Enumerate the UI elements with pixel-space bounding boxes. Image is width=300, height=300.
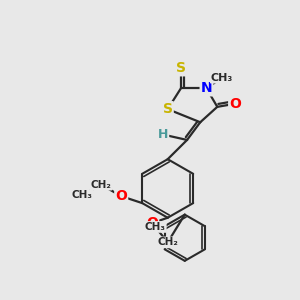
Text: O: O — [115, 189, 127, 203]
Text: O: O — [146, 216, 158, 230]
Text: CH₂: CH₂ — [91, 180, 112, 190]
Text: O: O — [229, 97, 241, 111]
Text: CH₃: CH₃ — [145, 222, 166, 232]
Text: S: S — [176, 61, 186, 75]
Text: H: H — [158, 128, 168, 141]
Text: S: S — [163, 102, 173, 116]
Text: N: N — [201, 81, 212, 95]
Text: CH₂: CH₂ — [157, 237, 178, 248]
Text: CH₃: CH₃ — [72, 190, 93, 200]
Text: CH₃: CH₃ — [211, 73, 233, 82]
